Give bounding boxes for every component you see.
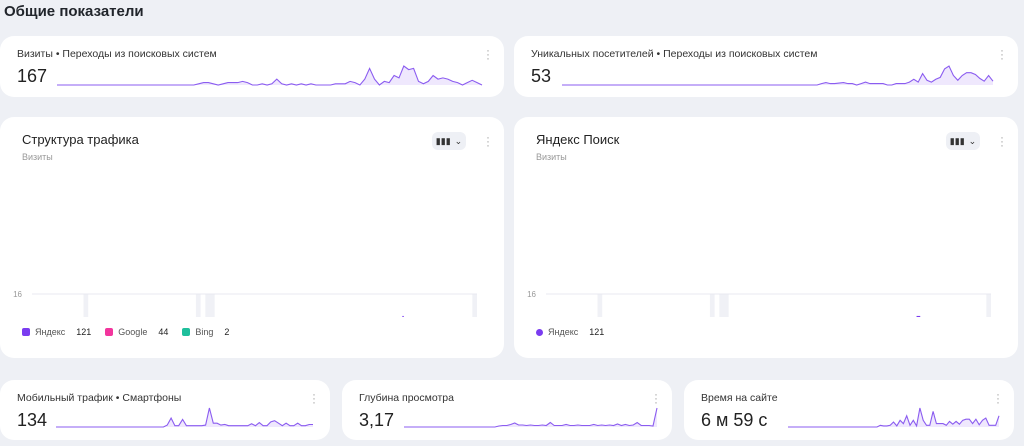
checkbox-icon[interactable] bbox=[182, 328, 191, 336]
chart-title: Яндекс Поиск bbox=[536, 132, 620, 147]
card-value: 6 м 59 с bbox=[701, 410, 768, 430]
sparkline-area bbox=[788, 408, 999, 427]
visits-card[interactable]: Визиты • Переходы из поисковых систем 16… bbox=[0, 36, 504, 97]
sparkline-line bbox=[562, 65, 994, 86]
legend-label: Яндекс bbox=[548, 327, 579, 337]
sparkline-line bbox=[788, 407, 1000, 428]
card-value: 53 bbox=[531, 66, 552, 86]
bar-chart-icon: ▮▮▮ bbox=[949, 135, 965, 146]
card-title: Время на сайте bbox=[701, 392, 778, 404]
y-tick-label: 16 bbox=[13, 290, 22, 299]
shaded-day bbox=[83, 294, 89, 317]
shaded-day bbox=[472, 294, 477, 317]
y-tick-label: 16 bbox=[527, 290, 536, 299]
chart-type-dropdown[interactable]: ▮▮▮ ⌄ bbox=[946, 132, 980, 150]
legend-label: Google bbox=[118, 327, 148, 337]
legend-label: Bing bbox=[195, 327, 214, 337]
chart-type-dropdown[interactable]: ▮▮▮ ⌄ bbox=[432, 132, 466, 150]
shaded-day bbox=[597, 294, 603, 317]
checkbox-icon[interactable] bbox=[105, 328, 114, 336]
kebab-icon[interactable]: · · · bbox=[486, 130, 490, 152]
shaded-day bbox=[210, 294, 215, 317]
page-title: Общие показатели bbox=[4, 3, 144, 20]
kebab-icon[interactable]: · · · bbox=[654, 387, 658, 409]
legend-item-yandex[interactable]: Яндекс 121 bbox=[22, 327, 91, 337]
legend-label: Яндекс bbox=[35, 327, 66, 337]
shaded-day bbox=[724, 294, 729, 317]
legend-item-bing[interactable]: Bing 2 bbox=[182, 327, 229, 337]
sparkline-area bbox=[57, 66, 482, 85]
yandex-search-card: 0816окт 25ноя 25дек 25 Яндекс Поиск Визи… bbox=[514, 117, 1018, 358]
kebab-icon[interactable]: · · · bbox=[996, 387, 1000, 409]
yandex-search-chart[interactable]: 0816окт 25ноя 25дек 25 bbox=[514, 117, 1018, 317]
legend-item-google[interactable]: Google 44 bbox=[105, 327, 168, 337]
bar-chart-icon: ▮▮▮ bbox=[435, 135, 451, 146]
sparkline bbox=[562, 65, 994, 86]
sparkline bbox=[57, 65, 483, 86]
dot-icon bbox=[536, 328, 543, 336]
kebab-icon[interactable]: · · · bbox=[1000, 130, 1004, 152]
shaded-day bbox=[719, 294, 724, 317]
chart-legend: Яндекс 121 bbox=[536, 327, 604, 337]
sparkline bbox=[404, 407, 658, 428]
card-value: 3,17 bbox=[359, 410, 395, 430]
card-value: 167 bbox=[17, 66, 48, 86]
sparkline-line bbox=[404, 407, 658, 428]
sparkline-area bbox=[56, 408, 313, 427]
card-title: Визиты • Переходы из поисковых систем bbox=[17, 48, 217, 60]
sparkline bbox=[788, 407, 1000, 428]
legend-total: 121 bbox=[589, 327, 605, 337]
kebab-icon[interactable]: · · · bbox=[1000, 43, 1004, 65]
kebab-icon[interactable]: · · · bbox=[312, 387, 316, 409]
shaded-day bbox=[986, 294, 991, 317]
sparkline-line bbox=[57, 65, 483, 86]
chart-subtitle: Визиты bbox=[22, 152, 53, 162]
traffic-structure-card: 0816окт 25ноя 25дек 25 Структура трафика… bbox=[0, 117, 504, 358]
card-value: 134 bbox=[17, 410, 48, 430]
bar-Яндекс[interactable] bbox=[916, 315, 921, 317]
card-title: Глубина просмотра bbox=[359, 392, 454, 404]
kebab-icon[interactable]: · · · bbox=[486, 43, 490, 65]
shaded-day bbox=[205, 294, 210, 317]
card-title: Мобильный трафик • Смартфоны bbox=[17, 392, 182, 404]
chart-title: Структура трафика bbox=[22, 132, 139, 147]
sparkline-line bbox=[56, 407, 313, 428]
traffic-structure-chart[interactable]: 0816окт 25ноя 25дек 25 bbox=[0, 117, 504, 317]
unique-visitors-card[interactable]: Уникальных посетителей • Переходы из пои… bbox=[514, 36, 1018, 97]
bar-Яндекс[interactable] bbox=[402, 315, 404, 317]
time-on-site-card[interactable]: Время на сайте 6 м 59 с · · · bbox=[684, 380, 1014, 440]
card-title: Уникальных посетителей • Переходы из пои… bbox=[531, 48, 818, 60]
chevron-down-icon: ⌄ bbox=[454, 135, 463, 146]
legend-total: 2 bbox=[224, 327, 230, 337]
chart-legend: Яндекс 121 Google 44 Bing 2 bbox=[22, 327, 229, 337]
legend-item-yandex[interactable]: Яндекс 121 bbox=[536, 327, 604, 337]
sparkline bbox=[56, 407, 313, 428]
legend-total: 44 bbox=[158, 327, 169, 337]
shaded-day bbox=[709, 294, 715, 317]
sparkline-area bbox=[562, 66, 993, 85]
chart-subtitle: Визиты bbox=[536, 152, 567, 162]
page-depth-card[interactable]: Глубина просмотра 3,17 · · · bbox=[342, 380, 672, 440]
legend-total: 121 bbox=[76, 327, 92, 337]
shaded-day bbox=[195, 294, 201, 317]
mobile-traffic-card[interactable]: Мобильный трафик • Смартфоны 134 · · · bbox=[0, 380, 330, 440]
checkbox-icon[interactable] bbox=[22, 328, 30, 336]
chevron-down-icon: ⌄ bbox=[968, 135, 977, 146]
